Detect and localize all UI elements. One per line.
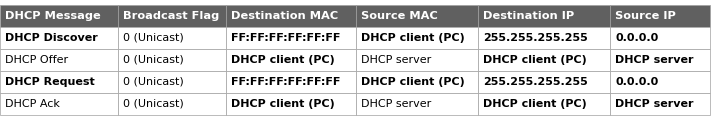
Bar <box>118 5 226 27</box>
Text: 0 (Unicast): 0 (Unicast) <box>123 99 184 109</box>
Bar <box>0 49 118 71</box>
Bar <box>478 27 610 49</box>
Text: Destination IP: Destination IP <box>483 11 574 21</box>
Text: DHCP Message: DHCP Message <box>5 11 101 21</box>
Text: DHCP Request: DHCP Request <box>5 77 95 87</box>
Bar <box>226 93 356 115</box>
Text: 255.255.255.255: 255.255.255.255 <box>483 33 587 43</box>
Text: DHCP client (PC): DHCP client (PC) <box>483 55 587 65</box>
Bar <box>610 49 710 71</box>
Text: DHCP client (PC): DHCP client (PC) <box>231 99 335 109</box>
Bar <box>610 27 710 49</box>
Bar <box>610 5 710 27</box>
Bar <box>118 93 226 115</box>
Bar <box>118 49 226 71</box>
Bar <box>356 71 478 93</box>
Bar <box>0 27 118 49</box>
Bar <box>226 71 356 93</box>
Text: 0.0.0.0: 0.0.0.0 <box>615 33 659 43</box>
Text: 0 (Unicast): 0 (Unicast) <box>123 55 184 65</box>
Text: DHCP Ack: DHCP Ack <box>5 99 60 109</box>
Bar <box>356 5 478 27</box>
Text: Source MAC: Source MAC <box>361 11 438 21</box>
Bar <box>226 49 356 71</box>
Text: DHCP client (PC): DHCP client (PC) <box>361 33 464 43</box>
Bar <box>0 71 118 93</box>
Bar <box>226 5 356 27</box>
Text: Source IP: Source IP <box>615 11 676 21</box>
Text: DHCP server: DHCP server <box>361 99 431 109</box>
Bar <box>478 71 610 93</box>
Bar <box>610 71 710 93</box>
Bar <box>356 27 478 49</box>
Bar <box>610 93 710 115</box>
Text: Destination MAC: Destination MAC <box>231 11 338 21</box>
Bar <box>356 49 478 71</box>
Text: DHCP Discover: DHCP Discover <box>5 33 98 43</box>
Text: 255.255.255.255: 255.255.255.255 <box>483 77 587 87</box>
Text: DHCP server: DHCP server <box>361 55 431 65</box>
Text: DHCP Offer: DHCP Offer <box>5 55 68 65</box>
Text: FF:FF:FF:FF:FF:FF: FF:FF:FF:FF:FF:FF <box>231 33 340 43</box>
Bar <box>118 71 226 93</box>
Text: DHCP server: DHCP server <box>615 99 694 109</box>
Text: DHCP client (PC): DHCP client (PC) <box>361 77 464 87</box>
Bar <box>478 93 610 115</box>
Text: 0.0.0.0: 0.0.0.0 <box>615 77 659 87</box>
Text: FF:FF:FF:FF:FF:FF: FF:FF:FF:FF:FF:FF <box>231 77 340 87</box>
Bar <box>356 93 478 115</box>
Text: DHCP client (PC): DHCP client (PC) <box>483 99 587 109</box>
Bar <box>478 49 610 71</box>
Text: 0 (Unicast): 0 (Unicast) <box>123 77 184 87</box>
Text: DHCP server: DHCP server <box>615 55 694 65</box>
Text: Broadcast Flag: Broadcast Flag <box>123 11 219 21</box>
Bar <box>0 93 118 115</box>
Text: DHCP client (PC): DHCP client (PC) <box>231 55 335 65</box>
Text: 0 (Unicast): 0 (Unicast) <box>123 33 184 43</box>
Bar <box>226 27 356 49</box>
Bar <box>0 5 118 27</box>
Bar <box>118 27 226 49</box>
Bar <box>478 5 610 27</box>
